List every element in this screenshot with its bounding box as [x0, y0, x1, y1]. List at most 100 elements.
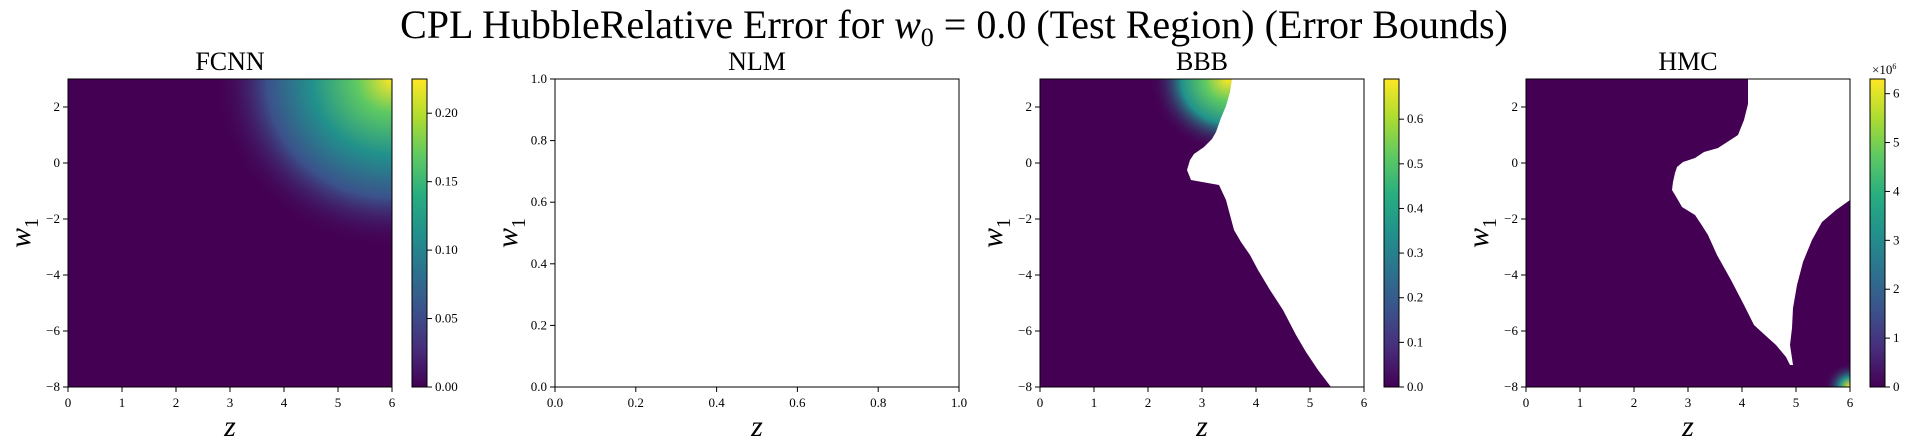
hmc-ytick-label: −2	[1504, 211, 1518, 226]
bbb-ytick-label: 2	[1026, 99, 1033, 114]
hmc-title: HMC	[1658, 47, 1717, 76]
fcnn-yticks: −8 −6 −4 −2 0 2	[46, 99, 68, 394]
bbb-xtick-label: 5	[1307, 395, 1314, 410]
panel-bbb: 0 1 2 3 4 5 6 −8 −6 −4 −2 0 2 BBB z w1 0.0 0.1 0.2 0.3…	[976, 47, 1424, 443]
panel-hmc: 0 1 2 3 4 5 6 −8 −6 −4 −2 0 2 HMC z w1 0 1 2 3 4 5 6 ×106	[1462, 47, 1900, 443]
nlm-yticks: 0.0 0.2 0.4 0.6 0.8 1.0	[531, 71, 555, 394]
fcnn-xtick-label: 4	[281, 395, 288, 410]
hmc-colorbar-tick-label: 0	[1893, 379, 1900, 394]
hmc-xtick-label: 6	[1847, 395, 1854, 410]
hmc-ytick-label: 0	[1512, 155, 1519, 170]
hmc-colorbar-tick-label: 5	[1893, 135, 1900, 150]
bbb-colorbar	[1383, 78, 1400, 388]
fcnn-colorbar-tick-label: 0.10	[435, 242, 458, 257]
bbb-xtick-label: 1	[1091, 395, 1098, 410]
bbb-colorbar-tick-label: 0.5	[1407, 156, 1423, 171]
hmc-ytick-label: −4	[1504, 267, 1518, 282]
fcnn-colorbar-tick-label: 0.05	[435, 311, 458, 326]
fcnn-ytick-label: −4	[46, 267, 60, 282]
fcnn-xtick-label: 3	[227, 395, 234, 410]
bbb-yticks: −8 −6 −4 −2 0 2	[1018, 99, 1040, 394]
nlm-xtick-label: 0.4	[708, 395, 725, 410]
fcnn-error-hotspot	[68, 79, 392, 387]
nlm-ylabel: w1	[491, 218, 530, 248]
nlm-ytick-label: 0.0	[531, 379, 547, 394]
fcnn-xtick-label: 2	[173, 395, 180, 410]
fcnn-ytick-label: −6	[46, 323, 60, 338]
fcnn-xtick-label: 6	[389, 395, 396, 410]
hmc-ytick-label: −8	[1504, 379, 1518, 394]
hmc-xtick-label: 5	[1793, 395, 1800, 410]
fcnn-colorbar-tick-label: 0.20	[435, 105, 458, 120]
bbb-colorbar-tick-label: 0.4	[1407, 200, 1424, 215]
nlm-ytick-label: 0.4	[531, 256, 548, 271]
fcnn-xtick-label: 1	[119, 395, 126, 410]
bbb-colorbar-tick-label: 0.6	[1407, 111, 1424, 126]
hmc-xtick-label: 0	[1523, 395, 1530, 410]
hmc-colorbar-multiplier: ×106	[1872, 62, 1896, 77]
bbb-xticks: 0 1 2 3 4 5 6	[1037, 387, 1368, 410]
fcnn-colorbar-tick-label: 0.00	[435, 379, 458, 394]
bbb-ytick-label: −6	[1018, 323, 1032, 338]
bbb-ylabel: w1	[976, 218, 1015, 248]
nlm-xtick-label: 0.0	[547, 395, 563, 410]
nlm-ytick-label: 0.2	[531, 317, 547, 332]
fcnn-title: FCNN	[195, 47, 265, 76]
nlm-xlabel: z	[750, 410, 763, 443]
nlm-xtick-label: 0.8	[870, 395, 886, 410]
bbb-xtick-label: 0	[1037, 395, 1044, 410]
bbb-ytick-label: −4	[1018, 267, 1032, 282]
nlm-ytick-label: 0.8	[531, 133, 547, 148]
bbb-xlabel: z	[1195, 410, 1208, 443]
fcnn-xticks: 0 1 2 3 4 5 6	[65, 387, 396, 410]
fcnn-ytick-label: 2	[54, 99, 61, 114]
fcnn-colorbar-ticks: 0.00 0.05 0.10 0.15 0.20	[427, 105, 458, 394]
fcnn-ytick-label: 0	[54, 155, 61, 170]
hmc-xticks: 0 1 2 3 4 5 6	[1523, 387, 1854, 410]
hmc-colorbar-tick-label: 1	[1893, 330, 1900, 345]
bbb-colorbar-tick-label: 0.0	[1407, 379, 1423, 394]
nlm-ytick-label: 0.6	[531, 194, 548, 209]
bbb-xtick-label: 4	[1253, 395, 1260, 410]
fcnn-ytick-label: −8	[46, 379, 60, 394]
hmc-xtick-label: 2	[1631, 395, 1638, 410]
nlm-xtick-label: 0.2	[628, 395, 644, 410]
panel-nlm: 0.0 0.2 0.4 0.6 0.8 1.0 0.0 0.2 0.4 0.6 0.8 1.0 NL…	[491, 47, 967, 443]
hmc-xtick-label: 4	[1739, 395, 1746, 410]
hmc-xtick-label: 1	[1577, 395, 1584, 410]
hmc-colorbar	[1869, 78, 1886, 388]
nlm-xtick-label: 0.6	[789, 395, 806, 410]
bbb-colorbar-tick-label: 0.3	[1407, 245, 1423, 260]
hmc-xtick-label: 3	[1685, 395, 1692, 410]
bbb-ytick-label: −2	[1018, 211, 1032, 226]
bbb-xtick-label: 6	[1361, 395, 1368, 410]
bbb-xtick-label: 3	[1199, 395, 1206, 410]
hmc-masked-region	[1672, 79, 1850, 365]
bbb-colorbar-tick-label: 0.2	[1407, 290, 1423, 305]
figure-title: CPL HubbleRelative Error for w0 = 0.0 (T…	[400, 2, 1508, 52]
fcnn-xtick-label: 0	[65, 395, 72, 410]
bbb-colorbar-ticks: 0.0 0.1 0.2 0.3 0.4 0.5 0.6	[1399, 111, 1424, 394]
nlm-xticks: 0.0 0.2 0.4 0.6 0.8 1.0	[547, 387, 967, 410]
hmc-colorbar-tick-label: 6	[1893, 86, 1900, 101]
nlm-xtick-label: 1.0	[951, 395, 967, 410]
fcnn-xtick-label: 5	[335, 395, 342, 410]
fcnn-colorbar-tick-label: 0.15	[435, 174, 458, 189]
bbb-colorbar-tick-label: 0.1	[1407, 334, 1423, 349]
nlm-title: NLM	[728, 47, 786, 76]
panel-fcnn: 0 1 2 3 4 5 6 −8 −6 −4 −2 0 2 FCNN z w1 0.00 0.05 0.1…	[4, 47, 458, 443]
bbb-ytick-label: −8	[1018, 379, 1032, 394]
nlm-ytick-label: 1.0	[531, 71, 547, 86]
fcnn-ytick-label: −2	[46, 211, 60, 226]
bbb-ytick-label: 0	[1026, 155, 1033, 170]
nlm-axes-frame	[554, 78, 960, 388]
bbb-xtick-label: 2	[1145, 395, 1152, 410]
hmc-colorbar-tick-label: 2	[1893, 281, 1900, 296]
fcnn-colorbar	[411, 78, 428, 388]
bbb-title: BBB	[1176, 47, 1228, 76]
bbb-masked-region	[1187, 79, 1364, 387]
hmc-ytick-label: −6	[1504, 323, 1518, 338]
fcnn-xlabel: z	[223, 410, 236, 443]
fcnn-ylabel: w1	[4, 218, 43, 248]
